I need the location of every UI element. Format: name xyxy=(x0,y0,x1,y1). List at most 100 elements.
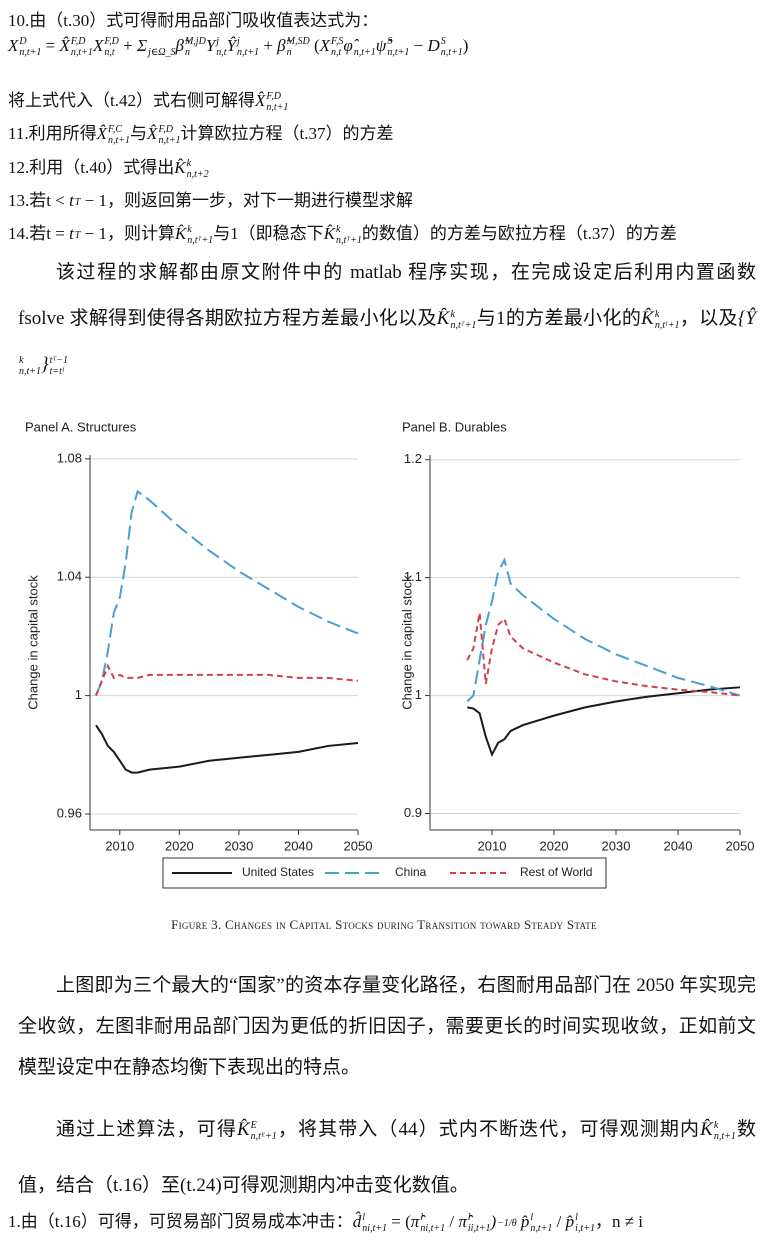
paragraph: 上图即为三个最大的“国家”的资本存量变化路径，右图耐用品部门在 2050 年实现… xyxy=(18,965,756,1088)
x-tick-label: 2010 xyxy=(478,838,507,853)
text: + xyxy=(259,36,278,55)
scripts: T xyxy=(75,197,81,208)
subscript: n,t+1 xyxy=(19,47,42,59)
subscript: n,t+1 xyxy=(70,47,93,59)
superscript: k xyxy=(713,1119,719,1131)
superscript: M,SD xyxy=(286,36,310,48)
step-line: 10.由（t.30）式可得耐用品部门吸收值表达式为： xyxy=(8,6,378,31)
text: 的数值）的方差与欧拉方程（t.37）的方差 xyxy=(361,224,677,243)
math-symbol: K̂ xyxy=(323,224,336,243)
panel-title: Panel A. Structures xyxy=(25,419,137,434)
math-symbol: p̂ xyxy=(516,1212,530,1231)
text: 与 xyxy=(130,124,148,143)
math-symbol: X̂ xyxy=(254,91,266,110)
superscript: l xyxy=(530,1212,534,1224)
subscript: n,t+1 xyxy=(108,135,131,147)
math-symbol: π̂ xyxy=(458,1212,467,1231)
scripts: k n,t+1 xyxy=(714,1120,736,1142)
subscript: n,t+1 xyxy=(440,47,463,59)
math-symbol: ψ̂ xyxy=(375,36,387,55)
x-tick-label: 2050 xyxy=(726,838,755,853)
x-tick-label: 2020 xyxy=(540,838,569,853)
blank xyxy=(354,36,376,47)
text: 11.利用所得 xyxy=(8,124,97,143)
subscript: ni,t+1 xyxy=(362,1223,388,1235)
math-symbol: K̂ xyxy=(174,224,187,243)
superscript: l xyxy=(420,1212,424,1224)
superscript: F,D xyxy=(104,36,119,48)
scripts: k n,tᵀ+1 xyxy=(450,309,476,331)
legend-label: China xyxy=(395,865,427,879)
scripts: j n,t xyxy=(216,36,226,58)
subscript: n,t+1 xyxy=(266,102,289,114)
text: ，n ≠ i xyxy=(594,1212,644,1231)
x-tick-label: 2040 xyxy=(664,838,693,853)
superscript: T xyxy=(74,229,81,241)
math-symbol: t xyxy=(69,224,74,243)
subscript: n,t+1 xyxy=(19,365,42,377)
text: − 1，则返回第一步，对下一期进行模型求解 xyxy=(80,191,413,210)
superscript: S xyxy=(440,36,446,48)
text: 与1（即稳态下 xyxy=(213,224,324,243)
step-line: 12.利用（t.40）式得出K̂ k n,t+2 xyxy=(8,153,209,180)
text: 10.由（t.30）式可得耐用品部门吸收值表达式为： xyxy=(8,11,379,30)
text: 14.若t = xyxy=(8,224,70,243)
text: 通过上述算法，可得 xyxy=(56,1119,237,1140)
superscript: F,D xyxy=(266,91,281,103)
text: / xyxy=(552,1212,566,1231)
text: 1.由（t.16）可得，可贸易部门贸易成本冲击： xyxy=(8,1212,353,1231)
superscript: k xyxy=(336,224,341,236)
math-symbol: Ŷ xyxy=(226,36,237,55)
scripts: j∈Ω_S xyxy=(148,36,175,58)
scripts: n,t+1 xyxy=(354,36,376,58)
superscript: l xyxy=(575,1212,578,1224)
math-symbol: d̂ xyxy=(352,1212,362,1231)
scripts: l n,t+1 xyxy=(530,1212,552,1234)
scripts: l i,t+1 xyxy=(575,1212,595,1234)
y-tick-label: 0.96 xyxy=(57,805,82,820)
superscript: E xyxy=(250,1119,257,1131)
subscript: n,t+1 xyxy=(158,135,181,147)
y-axis-label: Change in capital stock xyxy=(25,575,40,710)
subscript: n,t+1 xyxy=(530,1223,553,1235)
y-axis-label: Change in capital stock xyxy=(399,575,414,710)
text: 该过程的求解都由原文附件中的 matlab 程序实现，在完成设定后利用内置函数 … xyxy=(18,262,756,329)
math-symbol: D xyxy=(427,36,440,55)
superscript: S xyxy=(387,36,393,48)
math-symbol: β̃ xyxy=(175,36,184,55)
math-symbol: K̂ xyxy=(641,308,654,329)
text: + xyxy=(118,36,137,55)
text: ，将其带入（44）式内不断迭代，可得观测期内 xyxy=(276,1119,701,1140)
math-symbol: Y xyxy=(205,36,216,55)
text: − xyxy=(409,36,428,55)
math-symbol: ) xyxy=(490,1212,497,1231)
y-tick-label: 1.04 xyxy=(57,569,82,584)
superscript: F,S xyxy=(331,36,344,48)
legend-label: United States xyxy=(242,865,314,879)
text: 13.若t < xyxy=(8,191,70,210)
superscript: F,C xyxy=(108,124,123,136)
text: ，以及 xyxy=(679,308,738,329)
y-tick-label: 0.9 xyxy=(404,805,422,820)
math-symbol: π̂ xyxy=(410,1212,420,1231)
text: = xyxy=(41,36,60,55)
math-symbol: β̃ xyxy=(277,36,286,55)
subscript: n,t xyxy=(331,47,342,59)
subscript: n,t+1 xyxy=(237,47,260,59)
subscript: n,tᴵ+1 xyxy=(654,319,680,331)
subscript: n,t+2 xyxy=(186,169,209,181)
scripts: l ni,t+1 xyxy=(420,1212,445,1234)
superscript: j xyxy=(216,36,220,48)
scripts: k n,tᵀ+1 xyxy=(187,224,213,246)
superscript: T xyxy=(74,196,81,208)
x-tick-label: 2020 xyxy=(165,838,194,853)
text: = ( xyxy=(387,1212,411,1231)
text: ) xyxy=(462,36,469,55)
superscript: l xyxy=(467,1212,471,1224)
